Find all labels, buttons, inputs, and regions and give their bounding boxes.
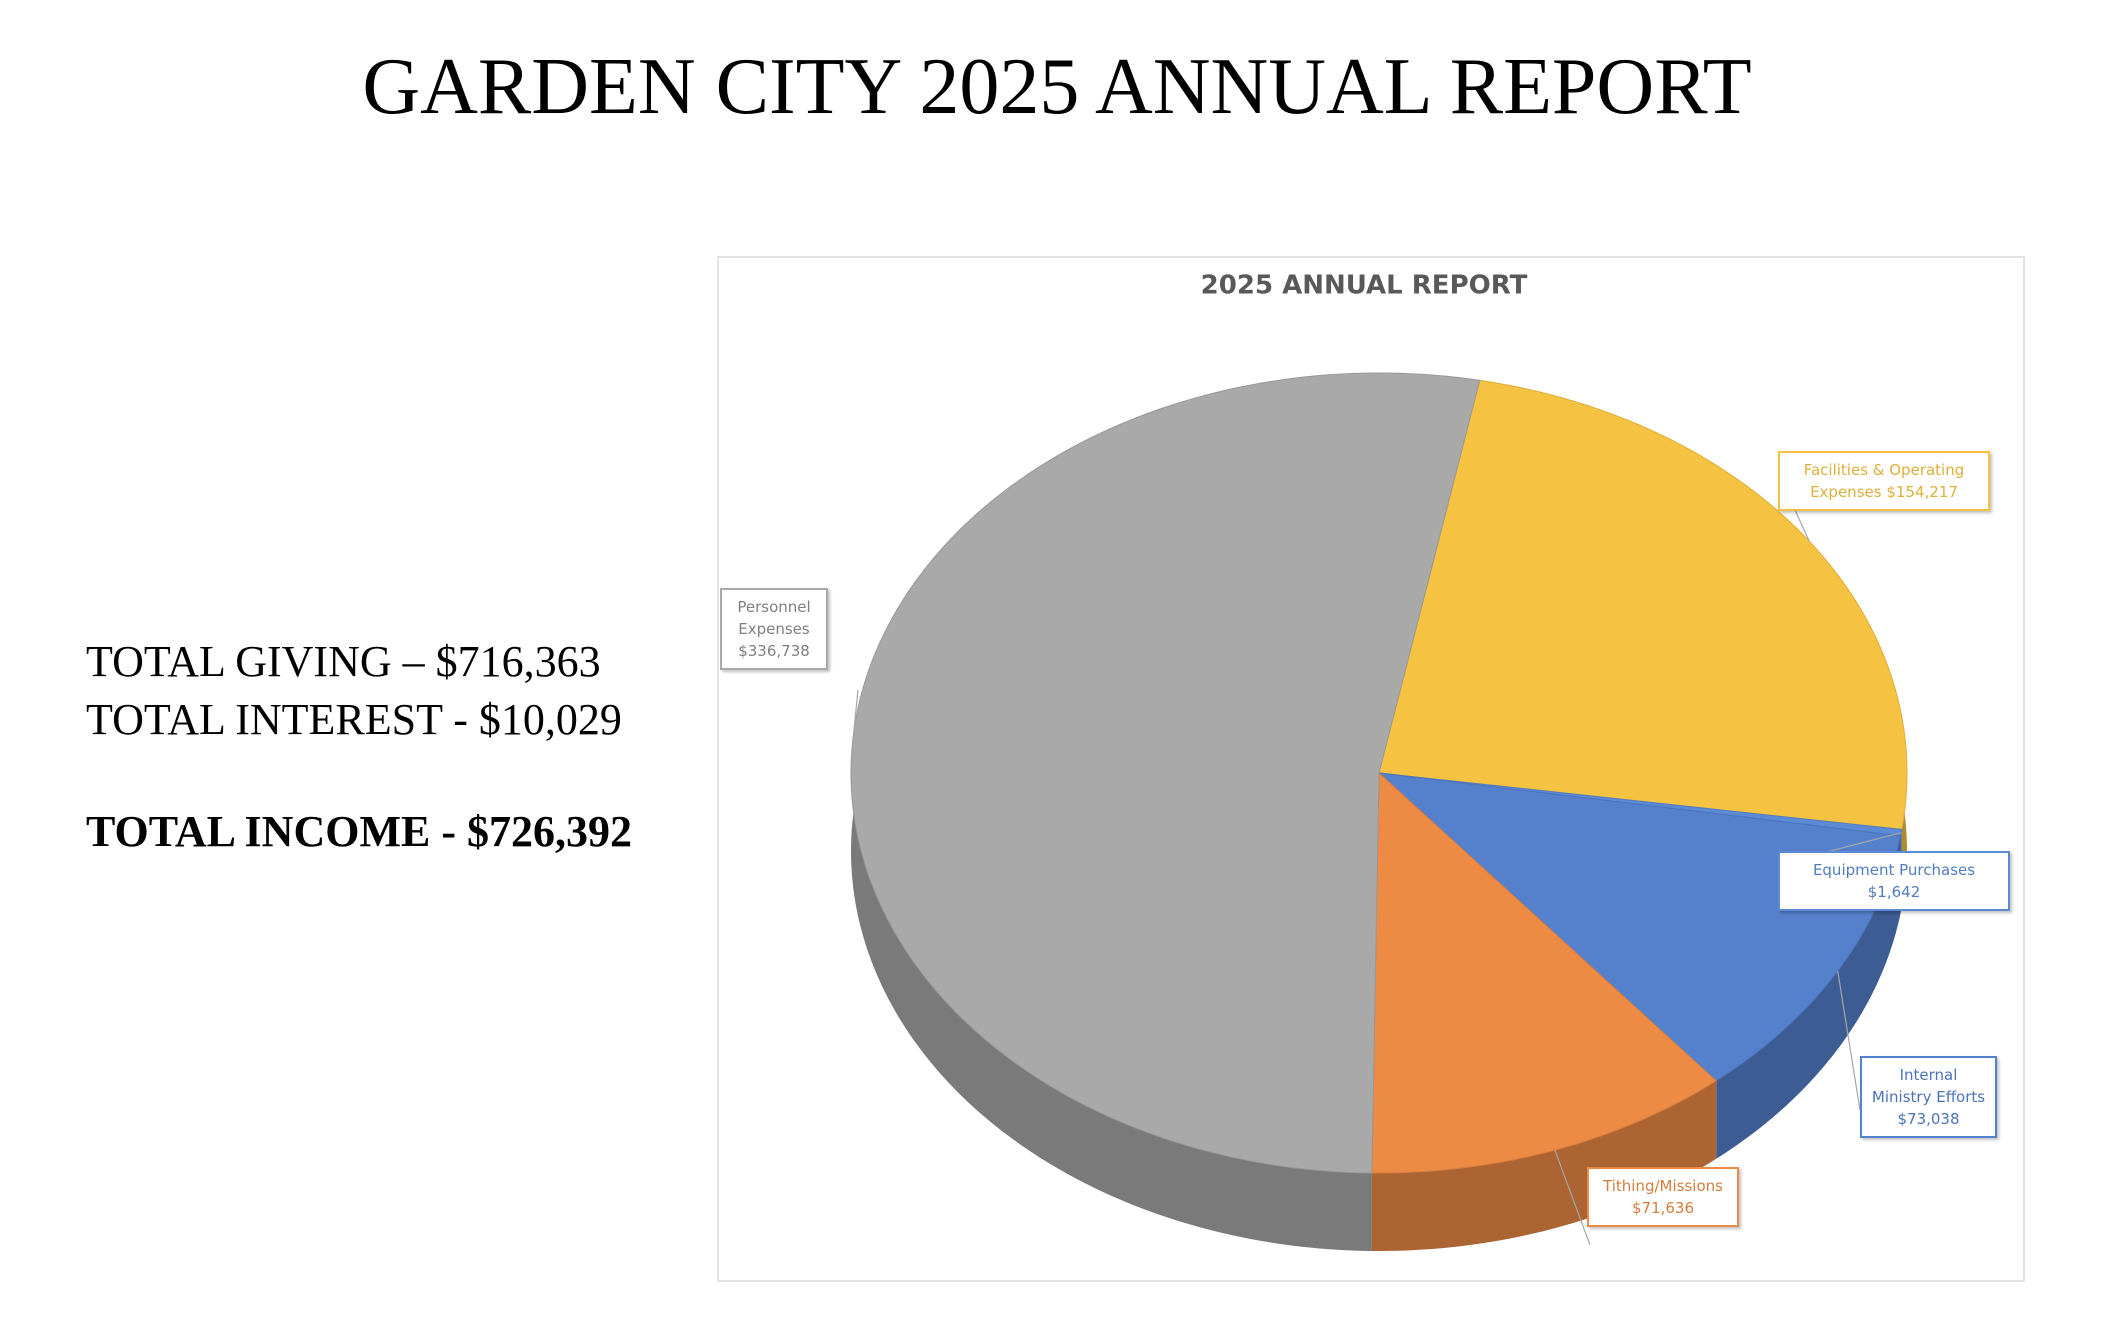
- category-name: Internal Ministry Efforts: [1871, 1066, 1986, 1106]
- total-income: TOTAL INCOME - $726,392: [86, 807, 632, 856]
- chart-frame: [717, 256, 2025, 1282]
- value-label: $71,636: [1631, 1199, 1695, 1217]
- total-giving: TOTAL GIVING – $716,363: [86, 637, 601, 686]
- value-label: $73,038: [1897, 1110, 1960, 1128]
- leader-line: [853, 689, 859, 733]
- leader-line: [1837, 970, 1861, 1111]
- slice: [1378, 379, 1908, 831]
- category-name: Facilities & Operating Expenses: [1803, 461, 1965, 501]
- leader-line: [1794, 509, 1810, 542]
- pie-tops: [850, 372, 1908, 1174]
- page-title: GARDEN CITY 2025 ANNUAL REPORT: [362, 43, 1752, 131]
- chart-title: 2025 ANNUAL REPORT: [1201, 271, 1528, 301]
- category-name: Equipment Purchases: [1812, 861, 1976, 879]
- value-label: $1,642: [1867, 883, 1921, 901]
- category-name: Personnel Expenses: [737, 598, 811, 638]
- data-label: Personnel Expenses $336,738: [720, 588, 828, 670]
- data-label: Facilities & Operating Expenses $154,217: [1778, 451, 1990, 511]
- category-name: Tithing/Missions: [1603, 1177, 1723, 1195]
- value-label: $336,738: [738, 642, 810, 660]
- slice-side: [1371, 1080, 1717, 1251]
- slice-side: [1716, 835, 1901, 1159]
- value-label: $154,217: [1886, 483, 1958, 501]
- slice: [1371, 771, 1718, 1174]
- data-label: Tithing/Missions $71,636: [1587, 1167, 1739, 1227]
- data-label: Equipment Purchases $1,642: [1778, 851, 2010, 911]
- data-label: Internal Ministry Efforts $73,038: [1860, 1056, 1997, 1138]
- leader-line: [1554, 1149, 1591, 1246]
- total-interest: TOTAL INTEREST - $10,029: [86, 695, 622, 744]
